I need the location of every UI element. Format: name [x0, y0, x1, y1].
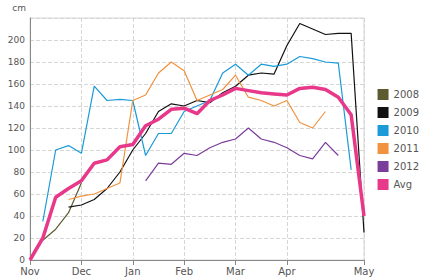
svg-text:40: 40	[14, 211, 26, 221]
svg-text:0: 0	[19, 255, 25, 265]
svg-text:Feb: Feb	[175, 266, 193, 277]
svg-text:2011: 2011	[394, 143, 419, 154]
svg-text:Apr: Apr	[278, 266, 296, 277]
svg-text:80: 80	[14, 167, 26, 177]
svg-text:cm: cm	[12, 3, 26, 13]
svg-text:140: 140	[8, 101, 25, 111]
svg-text:Mar: Mar	[226, 266, 246, 277]
svg-text:100: 100	[8, 145, 25, 155]
svg-text:2012: 2012	[394, 161, 419, 172]
svg-text:Nov: Nov	[20, 266, 40, 277]
svg-text:60: 60	[14, 189, 26, 199]
svg-text:200: 200	[8, 35, 25, 45]
svg-text:Dec: Dec	[72, 266, 91, 277]
svg-text:2010: 2010	[394, 125, 419, 136]
svg-text:Jan: Jan	[124, 266, 140, 277]
svg-text:180: 180	[8, 57, 25, 67]
svg-text:2008: 2008	[394, 89, 419, 100]
svg-text:2009: 2009	[394, 107, 419, 118]
svg-text:120: 120	[8, 123, 25, 133]
svg-text:160: 160	[8, 79, 25, 89]
svg-text:May: May	[354, 266, 375, 277]
svg-text:Avg: Avg	[394, 179, 413, 190]
svg-text:20: 20	[14, 233, 26, 243]
